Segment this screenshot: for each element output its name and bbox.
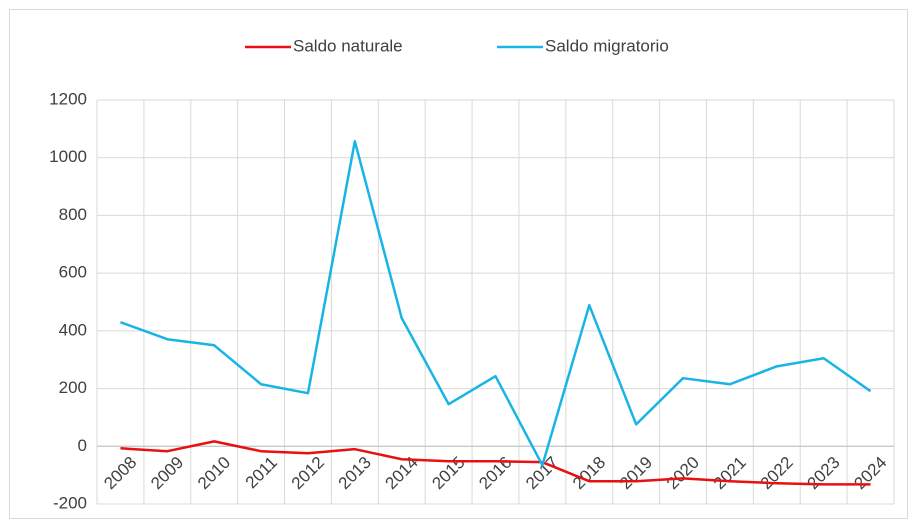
series-line [120, 140, 872, 467]
series-line [120, 440, 871, 486]
y-tick-label: 1000 [49, 147, 87, 166]
y-tick-label: 200 [59, 378, 87, 397]
y-tick-label: 1200 [49, 89, 87, 108]
legend-label: Saldo naturale [293, 36, 403, 55]
y-tick-label: 400 [59, 320, 87, 339]
chart-border [9, 9, 908, 519]
y-tick-label: 800 [59, 205, 87, 224]
y-tick-label: 600 [59, 263, 87, 282]
y-tick-label: 0 [78, 436, 87, 455]
y-tick-label: -200 [53, 493, 87, 512]
legend-label: Saldo migratorio [545, 36, 669, 55]
